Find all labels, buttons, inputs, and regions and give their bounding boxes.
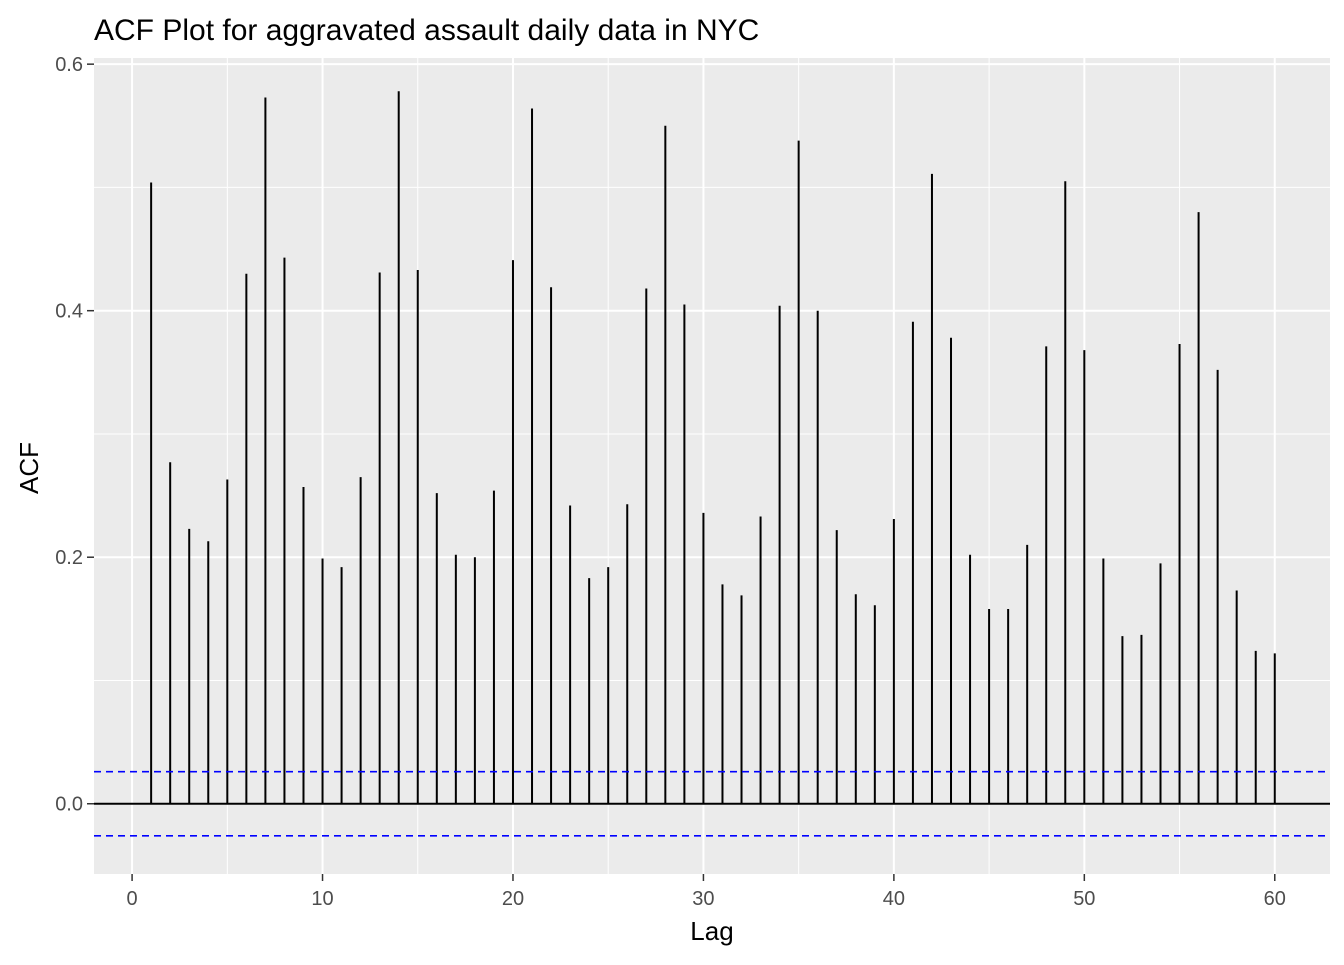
chart-title: ACF Plot for aggravated assault daily da… — [94, 14, 759, 47]
y-axis-ticks: 0.0 0.2 0.4 0.6 — [55, 54, 94, 816]
confidence-bounds — [94, 770, 1330, 837]
x-tick-label: 40 — [883, 888, 905, 910]
x-tick-label: 20 — [502, 888, 524, 910]
y-axis-label: ACF — [14, 442, 44, 494]
x-axis-label: Lag — [690, 916, 733, 946]
plot-panel — [94, 58, 1330, 874]
x-tick-label: 10 — [311, 888, 333, 910]
y-tick-label: 0.6 — [55, 54, 83, 76]
x-tick-label: 50 — [1073, 888, 1095, 910]
x-tick-label: 60 — [1264, 888, 1286, 910]
y-tick-label: 0.0 — [55, 794, 83, 816]
y-tick-label: 0.4 — [55, 301, 83, 323]
x-tick-label: 0 — [127, 888, 138, 910]
x-axis-ticks: 0 10 20 30 40 50 60 — [127, 874, 1286, 910]
x-tick-label: 30 — [692, 888, 714, 910]
acf-bars — [94, 91, 1330, 805]
y-tick-label: 0.2 — [55, 547, 83, 569]
